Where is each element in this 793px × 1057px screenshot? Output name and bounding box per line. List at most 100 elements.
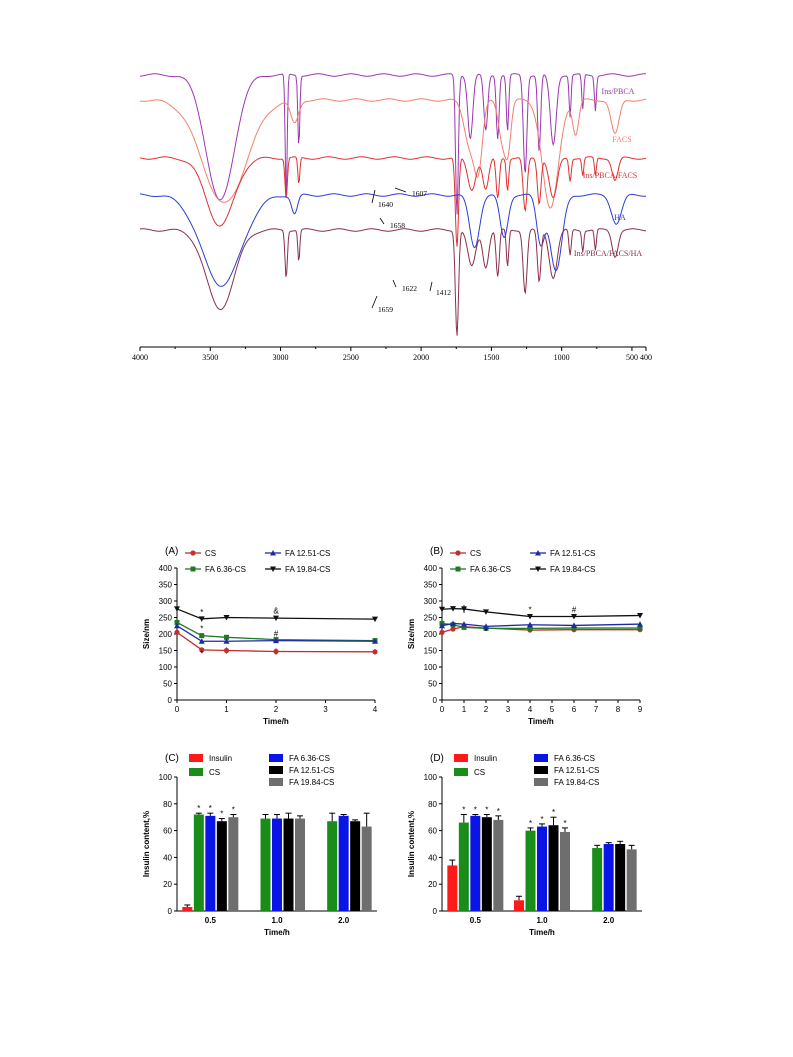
x-tick-label: 2	[484, 705, 489, 714]
bar	[350, 821, 361, 911]
series-label: Ins/PBCA	[602, 87, 635, 96]
y-tick-label: 250	[159, 614, 173, 623]
data-point	[198, 638, 205, 644]
data-point	[637, 625, 643, 631]
series-label: Ins/PBCA/FACS/HA	[574, 249, 643, 258]
significance-mark: *	[462, 806, 465, 815]
legend-swatch	[534, 778, 548, 786]
x-tick-label: 1500	[483, 353, 499, 362]
data-point	[372, 649, 378, 655]
bar	[361, 826, 372, 911]
significance-mark: *	[197, 804, 200, 813]
y-tick-label: 20	[428, 880, 437, 889]
data-point	[571, 625, 577, 631]
x-tick-label: 4000	[132, 353, 148, 362]
x-tick-label: 3	[323, 705, 328, 714]
x-axis-title: Time/h	[263, 717, 289, 726]
significance-mark: *	[200, 624, 203, 633]
data-point	[273, 615, 279, 622]
data-point	[270, 550, 276, 556]
x-tick-label: 3000	[273, 353, 289, 362]
bar	[182, 906, 193, 911]
legend-label: FA 6.36-CS	[554, 754, 595, 763]
size-chart-b: 0 50 100 150 200 250 300 350 400 0 1 2 3 4 5 6 7 8 9 Time/h…	[407, 546, 643, 726]
bar	[216, 821, 227, 911]
annotation-arrow	[392, 279, 397, 288]
significance-mark: #	[572, 606, 577, 615]
data-point	[190, 566, 196, 572]
x-tick-label: 1	[224, 705, 229, 714]
y-tick-label: 300	[424, 597, 438, 606]
data-point	[527, 614, 533, 620]
x-tick-label: 5	[550, 705, 555, 714]
spectrum-line	[139, 228, 647, 336]
y-tick-label: 50	[163, 680, 172, 689]
x-tick-label: 2500	[343, 353, 359, 362]
x-tick-label: 7	[594, 705, 599, 714]
y-tick-label: 40	[428, 853, 437, 862]
x-axis-title: Time/h	[529, 928, 555, 937]
data-point	[223, 638, 230, 644]
legend-label: FA 6.36-CS	[205, 565, 246, 574]
x-tick-label: 1	[462, 705, 467, 714]
x-tick-label: 1.0	[536, 916, 548, 925]
y-axis-title: Size/nm	[142, 619, 151, 649]
panel-label: (D)	[430, 753, 444, 764]
significance-mark: *	[474, 806, 477, 815]
y-tick-label: 100	[424, 773, 438, 782]
annotation-label: 1658	[390, 221, 405, 230]
y-axis-title: Size/nm	[407, 619, 416, 649]
bar	[592, 848, 603, 911]
data-point	[198, 616, 205, 622]
significance-mark: *	[540, 815, 543, 824]
legend-label: FA 19.84-CS	[550, 565, 595, 574]
data-point	[571, 614, 577, 620]
legend-swatch	[269, 766, 283, 774]
bar	[193, 814, 204, 911]
y-tick-label: 20	[163, 880, 172, 889]
annotation-label: 1622	[402, 284, 417, 293]
data-point	[637, 621, 643, 627]
y-tick-label: 40	[163, 853, 172, 862]
x-tick-label: 9	[638, 705, 643, 714]
x-tick-label: 1.0	[271, 916, 283, 925]
data-point	[223, 615, 230, 621]
insulin-content-chart-c: 0 20 40 60 80 100 Time/h Insulin content,% (C) 0.…	[142, 753, 377, 937]
bar	[615, 844, 626, 911]
legend-swatch	[269, 778, 283, 786]
legend-label: CS	[470, 549, 481, 558]
data-point	[450, 606, 456, 612]
legend-label: Insulin	[474, 754, 497, 763]
data-point	[372, 616, 378, 623]
y-tick-label: 80	[163, 800, 172, 809]
data-point	[174, 622, 180, 629]
y-tick-label: 350	[424, 581, 438, 590]
x-tick-label: 8	[616, 705, 621, 714]
x-tick-label: 6	[572, 705, 577, 714]
bar	[603, 844, 614, 911]
data-point	[174, 619, 180, 625]
significance-mark: *	[220, 810, 223, 819]
data-point	[461, 606, 467, 612]
annotation-label: 1607	[412, 189, 427, 198]
spectrum-line	[139, 73, 646, 215]
y-tick-label: 80	[428, 800, 437, 809]
data-point	[483, 623, 489, 629]
data-point	[571, 622, 577, 628]
legend-label: FA 6.36-CS	[470, 565, 511, 574]
y-tick-label: 400	[159, 564, 173, 573]
data-point	[174, 629, 180, 635]
data-point	[535, 550, 541, 556]
x-axis-title: Time/h	[264, 928, 290, 937]
panel-label: (A)	[165, 546, 178, 557]
legend-label: FA 12.51-CS	[285, 549, 330, 558]
annotation-arrow	[371, 295, 378, 309]
data-point	[461, 621, 467, 627]
legend-label: FA 19.84-CS	[289, 778, 334, 787]
series-label: HA	[614, 213, 626, 222]
x-tick-label: 2	[274, 705, 279, 714]
data-point	[483, 609, 489, 615]
bar	[338, 815, 349, 911]
legend-swatch	[454, 754, 468, 762]
bar	[205, 815, 216, 911]
